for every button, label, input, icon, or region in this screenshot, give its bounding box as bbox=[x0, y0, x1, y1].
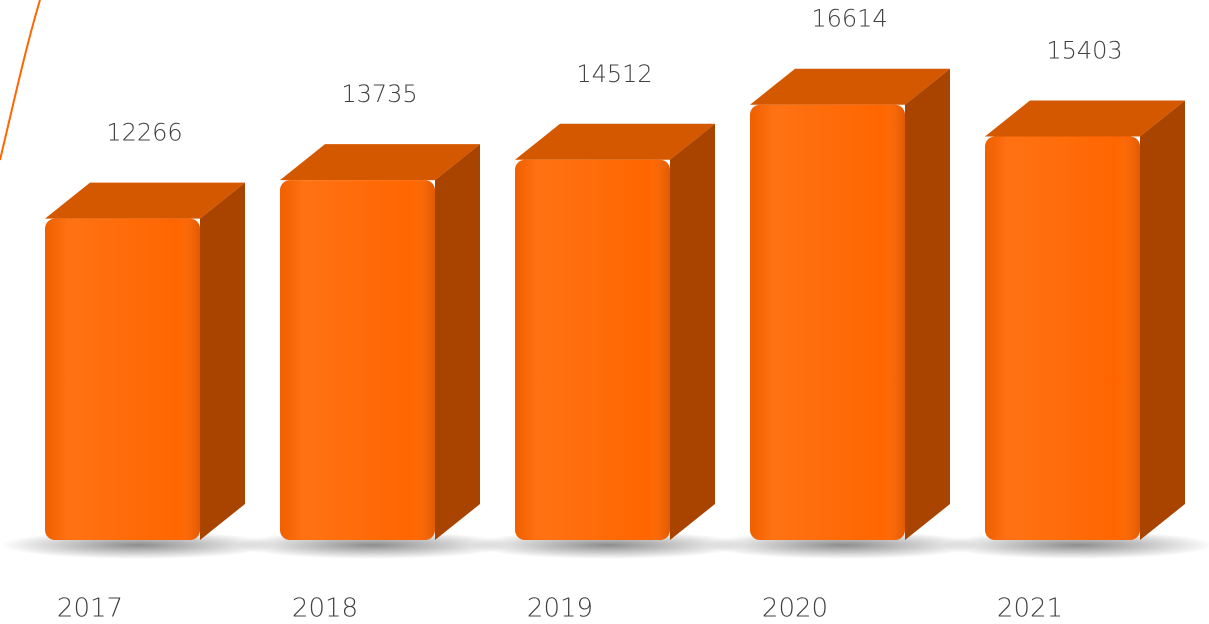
bar-side bbox=[670, 123, 715, 541]
x-tick-label: 2018 bbox=[292, 594, 358, 624]
x-tick-label: 2021 bbox=[997, 594, 1063, 624]
bar-side bbox=[435, 144, 480, 540]
value-label: 13735 bbox=[341, 80, 417, 108]
bar-shade bbox=[280, 180, 435, 540]
bar-shade bbox=[515, 159, 670, 541]
bar-top bbox=[985, 100, 1185, 137]
bar-shade bbox=[45, 218, 200, 540]
x-tick-label: 2017 bbox=[57, 594, 123, 624]
bar-shade bbox=[985, 136, 1140, 540]
bar-side bbox=[905, 68, 950, 541]
bar-side bbox=[200, 182, 245, 540]
bar-top bbox=[515, 123, 715, 160]
x-tick-label: 2020 bbox=[762, 594, 828, 624]
bar-top bbox=[750, 68, 950, 105]
bar-shade bbox=[750, 104, 905, 541]
value-label: 14512 bbox=[576, 60, 652, 88]
bar-top bbox=[280, 144, 480, 181]
bar-side bbox=[1140, 100, 1185, 540]
bar-top bbox=[45, 182, 245, 219]
value-label: 16614 bbox=[811, 5, 887, 33]
value-label: 15403 bbox=[1046, 36, 1122, 64]
decorative-curve bbox=[0, 0, 41, 161]
x-tick-label: 2019 bbox=[527, 594, 593, 624]
value-label: 12266 bbox=[106, 119, 182, 147]
